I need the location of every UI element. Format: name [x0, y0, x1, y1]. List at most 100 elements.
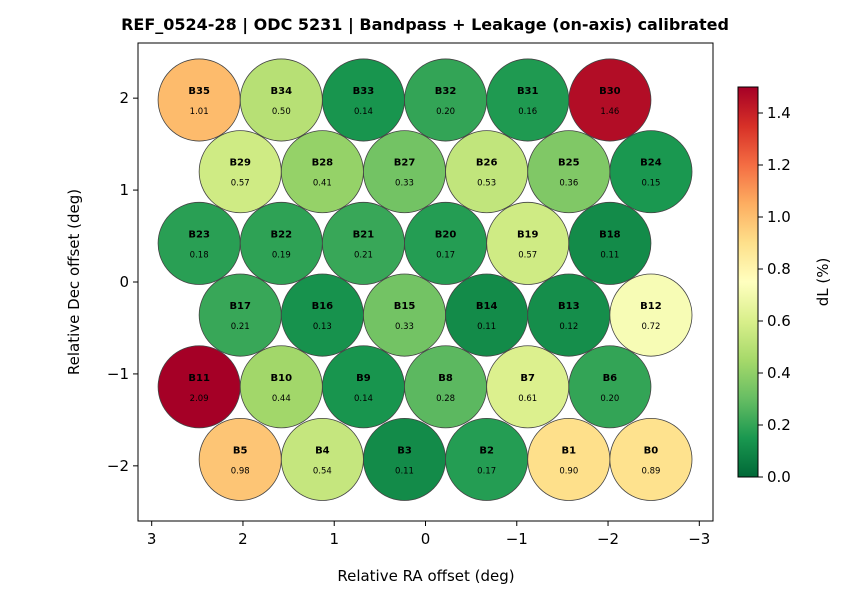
beam-name: B10	[271, 373, 293, 384]
beam-b33: B33 0.14	[321, 58, 405, 142]
beam-name: B7	[520, 373, 535, 384]
beam-value: 0.11	[395, 466, 414, 476]
beam-name: B23	[188, 229, 210, 240]
beam-name: B33	[353, 86, 375, 97]
y-axis-ticks: 2 1 0 −1 −2	[107, 89, 138, 475]
beam-value: 0.11	[477, 322, 496, 332]
beams-layer: B35 1.01 B34 0.50 B33 0.14 B32 0.20 B31 0.16 B30 1.…	[157, 58, 693, 501]
beam-value: 0.41	[313, 179, 332, 189]
beam-b16: B16 0.13	[280, 273, 364, 357]
beam-circle	[404, 58, 488, 142]
beam-circle	[280, 130, 364, 214]
beam-name: B22	[271, 229, 293, 240]
beam-circle	[568, 58, 652, 142]
beam-name: B11	[188, 373, 210, 384]
beam-circle	[527, 417, 611, 501]
beam-name: B35	[188, 86, 210, 97]
beam-value: 0.18	[190, 250, 209, 260]
beam-b31: B31 0.16	[486, 58, 570, 142]
beam-name: B18	[599, 229, 621, 240]
beam-name: B15	[394, 301, 416, 312]
beam-b23: B23 0.18	[157, 201, 241, 285]
beam-b26: B26 0.53	[445, 130, 529, 214]
beam-circle	[527, 273, 611, 357]
beam-value: 0.17	[436, 250, 455, 260]
colorbar-tick-label: 1.4	[767, 104, 791, 122]
colorbar-tick-label: 0.0	[767, 468, 791, 486]
beam-b21: B21 0.21	[321, 201, 405, 285]
beam-b32: B32 0.20	[404, 58, 488, 142]
beam-value: 0.20	[600, 394, 619, 404]
beam-b28: B28 0.41	[280, 130, 364, 214]
beam-value: 0.21	[354, 250, 373, 260]
colorbar-tick-label: 0.8	[767, 260, 791, 278]
beam-circle	[527, 130, 611, 214]
beam-value: 0.17	[477, 466, 496, 476]
beam-b17: B17 0.21	[198, 273, 282, 357]
beam-b14: B14 0.11	[445, 273, 529, 357]
beam-circle	[157, 58, 241, 142]
beam-b8: B8 0.28	[404, 345, 488, 429]
beam-b1: B1 0.90	[527, 417, 611, 501]
chart-title: REF_0524-28 | ODC 5231 | Bandpass + Leak…	[121, 15, 729, 35]
beam-name: B34	[271, 86, 293, 97]
beam-value: 0.13	[313, 322, 332, 332]
beam-b11: B11 2.09	[157, 345, 241, 429]
beam-circle	[363, 417, 446, 501]
x-axis-label: Relative RA offset (deg)	[337, 567, 514, 585]
beam-value: 0.89	[641, 466, 660, 476]
beam-name: B2	[479, 445, 494, 456]
beam-name: B25	[558, 158, 580, 169]
beam-name: B0	[644, 445, 659, 456]
beam-name: B12	[640, 301, 662, 312]
beam-value: 0.57	[518, 250, 537, 260]
colorbar-tick-label: 0.4	[767, 364, 791, 382]
beam-name: B5	[233, 445, 248, 456]
beam-b4: B4 0.54	[280, 417, 364, 501]
beam-b25: B25 0.36	[527, 130, 611, 214]
x-tick-label: 1	[329, 530, 339, 548]
colorbar-gradient	[737, 86, 759, 478]
y-tick-label: 1	[119, 181, 129, 199]
beam-value: 0.54	[313, 466, 332, 476]
beam-b0: B0 0.89	[609, 417, 693, 501]
beam-value: 1.46	[600, 107, 619, 117]
x-tick-label: −2	[597, 530, 619, 548]
beam-b3: B3 0.11	[363, 417, 446, 501]
beam-value: 0.33	[395, 179, 414, 189]
x-tick-label: −3	[688, 530, 710, 548]
beam-name: B28	[312, 158, 334, 169]
beam-name: B27	[394, 158, 416, 169]
beam-circle	[239, 58, 323, 142]
beam-circle	[198, 417, 282, 501]
beam-value: 0.98	[231, 466, 250, 476]
beam-value: 0.11	[600, 250, 619, 260]
beam-name: B30	[599, 86, 621, 97]
beam-value: 0.19	[272, 250, 291, 260]
beam-name: B26	[476, 158, 498, 169]
beam-value: 0.90	[559, 466, 578, 476]
beam-circle	[486, 58, 570, 142]
beam-b12: B12 0.72	[609, 273, 693, 357]
beam-value: 0.12	[559, 322, 578, 332]
beam-b19: B19 0.57	[486, 201, 570, 285]
y-tick-label: 2	[119, 89, 129, 107]
beam-value: 0.44	[272, 394, 291, 404]
beam-name: B17	[229, 301, 251, 312]
beam-b35: B35 1.01	[157, 58, 241, 142]
x-tick-label: 2	[238, 530, 248, 548]
beam-value: 0.16	[518, 107, 537, 117]
beam-value: 0.33	[395, 322, 414, 332]
beam-value: 1.01	[190, 107, 209, 117]
beam-b9: B9 0.14	[321, 345, 405, 429]
y-tick-label: −2	[107, 457, 129, 475]
x-tick-label: 3	[147, 530, 157, 548]
beam-circle	[363, 130, 446, 214]
beam-b29: B29 0.57	[198, 130, 282, 214]
beam-name: B13	[558, 301, 580, 312]
beam-circle	[198, 130, 282, 214]
beam-circle	[568, 345, 652, 429]
beam-circle	[321, 201, 405, 285]
beam-name: B16	[312, 301, 334, 312]
